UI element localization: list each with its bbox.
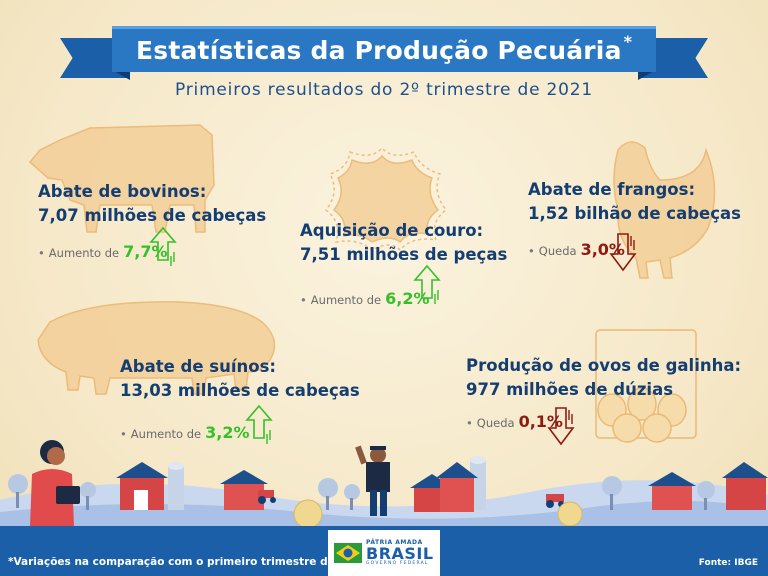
- stat-suinos-value: 13,03 milhões de cabeças: [120, 381, 360, 400]
- change-value: 0,1%: [518, 412, 563, 431]
- brazil-flag-icon: [334, 543, 362, 563]
- change-label: Aumento de: [130, 427, 202, 441]
- title-banner: Estatísticas da Produção Pecuária *: [60, 22, 708, 84]
- down-arrow-icon: [547, 407, 575, 446]
- change-value: 6,2%: [385, 289, 430, 308]
- source-note: Fonte: IBGE: [698, 558, 758, 568]
- page-subtitle: Primeiros resultados do 2º trimestre de …: [175, 80, 593, 100]
- stat-frangos: Abate de frangos: 1,52 bilhão de cabeças…: [528, 178, 741, 259]
- change-label: Aumento de: [48, 246, 120, 260]
- chicken-illustration: [613, 141, 716, 279]
- farmer-woman-illustration: [30, 440, 80, 526]
- stat-couro-title: Aquisição de couro:: [300, 221, 484, 240]
- egg-carton-illustration: [595, 329, 697, 443]
- government-logo: PÁTRIA AMADA BRASIL GOVERNO FEDERAL: [328, 530, 440, 576]
- change-label: Aumento de: [310, 293, 382, 307]
- logo-line-3: GOVERNO FEDERAL: [366, 560, 429, 566]
- footnote: *Variações na comparação com o primeiro …: [8, 556, 368, 568]
- leather-hide-illustration: [324, 146, 448, 252]
- stat-bovinos: Abate de bovinos: 7,07 milhões de cabeça…: [38, 180, 266, 261]
- farmer-man-illustration: [355, 445, 390, 516]
- stat-ovos-change: • Queda 0,1%: [466, 412, 563, 431]
- stat-frangos-title: Abate de frangos:: [528, 180, 696, 199]
- stat-couro-change: • Aumento de 6,2%: [300, 289, 430, 308]
- stat-frangos-value: 1,52 bilhão de cabeças: [528, 204, 741, 223]
- change-value: 7,7%: [123, 242, 168, 261]
- stat-suinos-change: • Aumento de 3,2%: [120, 423, 250, 442]
- banner-body: Estatísticas da Produção Pecuária *: [112, 26, 656, 72]
- down-arrow-icon: [609, 233, 637, 272]
- change-value: 3,2%: [205, 423, 250, 442]
- cow-illustration: [28, 124, 215, 233]
- stat-suinos-title: Abate de suínos:: [120, 357, 277, 376]
- change-label: Queda: [538, 244, 577, 258]
- stat-suinos: Abate de suínos: 13,03 milhões de cabeça…: [120, 355, 360, 442]
- stat-ovos-value: 977 milhões de dúzias: [466, 380, 674, 399]
- stat-bovinos-value: 7,07 milhões de cabeças: [38, 206, 267, 225]
- pig-illustration: [37, 301, 276, 395]
- stat-couro-value: 7,51 milhões de peças: [300, 245, 508, 264]
- change-label: Queda: [476, 416, 515, 430]
- stat-ovos: Produção de ovos de galinha: 977 milhões…: [466, 354, 741, 431]
- stat-bovinos-title: Abate de bovinos:: [38, 182, 207, 201]
- logo-line-2: BRASIL: [366, 543, 434, 563]
- stat-bovinos-change: • Aumento de 7,7%: [38, 242, 168, 261]
- logo-line-1: PÁTRIA AMADA: [366, 538, 423, 546]
- up-arrow-icon: [149, 226, 177, 266]
- up-arrow-icon: [413, 264, 441, 304]
- page-title: Estatísticas da Produção Pecuária: [135, 36, 622, 65]
- up-arrow-icon: [245, 404, 273, 444]
- stat-ovos-title: Produção de ovos de galinha:: [466, 356, 742, 375]
- stat-couro: Aquisição de couro: 7,51 milhões de peça…: [300, 219, 507, 308]
- title-asterisk: *: [623, 32, 633, 51]
